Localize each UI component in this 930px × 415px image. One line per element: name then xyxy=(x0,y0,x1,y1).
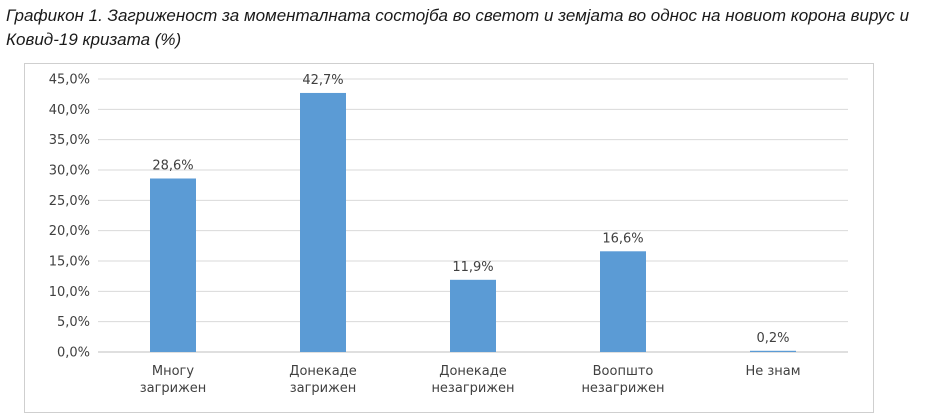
data-label: 0,2% xyxy=(756,331,789,346)
y-tick-label: 20,0% xyxy=(49,224,90,239)
y-tick-label: 25,0% xyxy=(49,194,90,209)
y-tick-label: 15,0% xyxy=(49,255,90,270)
y-tick-label: 45,0% xyxy=(49,73,90,88)
category-label: Донекаде xyxy=(289,364,356,379)
chart-caption: Графикон 1. Загриженост за моменталната … xyxy=(6,6,910,49)
category-label: Донекаде xyxy=(439,364,506,379)
bar xyxy=(300,92,346,352)
data-label: 28,6% xyxy=(152,158,193,173)
category-label: незагрижен xyxy=(581,381,664,396)
chart-frame xyxy=(24,63,874,413)
category-label: загрижен xyxy=(140,381,207,396)
bar xyxy=(750,350,796,352)
y-tick-label: 40,0% xyxy=(49,103,90,118)
data-label: 11,9% xyxy=(452,260,493,275)
bar xyxy=(150,178,196,352)
category-label: незагрижен xyxy=(431,381,514,396)
y-tick-label: 30,0% xyxy=(49,164,90,179)
category-label: Воопшто xyxy=(593,364,654,379)
y-tick-label: 10,0% xyxy=(49,285,90,300)
category-label: Не знам xyxy=(745,364,800,379)
category-label: загрижен xyxy=(290,381,357,396)
bar xyxy=(600,251,646,352)
data-label: 16,6% xyxy=(602,231,643,246)
y-tick-label: 0,0% xyxy=(57,346,90,361)
y-tick-label: 35,0% xyxy=(49,133,90,148)
data-label: 42,7% xyxy=(302,73,343,88)
y-tick-label: 5,0% xyxy=(57,315,90,330)
category-label: Многу xyxy=(152,364,194,379)
bar xyxy=(450,279,496,352)
